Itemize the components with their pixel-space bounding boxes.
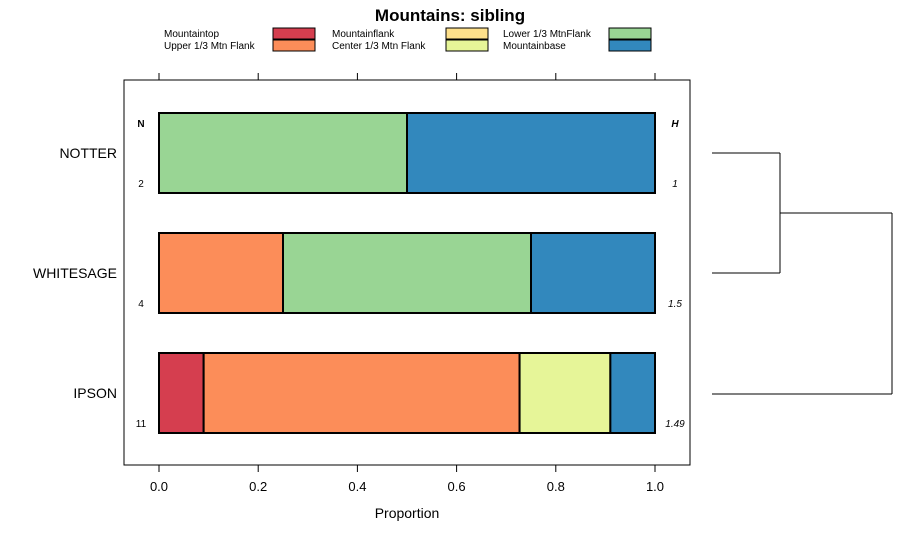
x-tick-label: 0.2 (249, 479, 267, 494)
x-axis-title: Proportion (375, 505, 440, 521)
legend-label: Center 1/3 Mtn Flank (332, 41, 426, 52)
plot-panel (123, 79, 691, 466)
h-value: 1.5 (668, 299, 682, 310)
legend-label: Mountaintop (164, 29, 219, 40)
legend-label: Mountainbase (503, 41, 566, 52)
legend-swatch (272, 39, 316, 52)
bar-segment (406, 112, 656, 194)
legend-swatch (445, 27, 489, 40)
legend-label: Upper 1/3 Mtn Flank (164, 41, 256, 52)
bars (158, 112, 656, 434)
bar-segment (609, 352, 656, 434)
category-label: IPSON (73, 385, 117, 401)
bar-segment (202, 352, 521, 434)
dendrogram (712, 152, 893, 395)
bar-segment (158, 352, 205, 434)
legend-label: Mountainflank (332, 29, 395, 40)
x-tick-label: 1.0 (646, 479, 664, 494)
legend-label: Lower 1/3 MtnFlank (503, 29, 592, 40)
n-header: N (137, 119, 144, 130)
bar-segment (158, 232, 284, 314)
chart-title: Mountains: sibling (375, 6, 525, 25)
x-axis: 0.0 0.2 0.4 0.6 0.8 1.0 (150, 73, 664, 494)
bar-segment (158, 112, 408, 194)
legend-swatch (445, 39, 489, 52)
x-tick-label: 0.8 (547, 479, 565, 494)
category-label: WHITESAGE (33, 265, 117, 281)
legend-swatch (272, 27, 316, 40)
x-tick-label: 0.0 (150, 479, 168, 494)
n-value: 2 (138, 179, 144, 190)
h-header: H (671, 119, 679, 130)
h-value: 1 (672, 179, 678, 190)
bar-segment (530, 232, 656, 314)
bar-segment (518, 352, 612, 434)
labels: NOTTER 2 1 WHITESAGE 4 1.5 IPSON 11 1.49 (33, 145, 685, 430)
x-tick-label: 0.4 (348, 479, 366, 494)
x-tick-label: 0.6 (448, 479, 466, 494)
legend-swatch (608, 27, 652, 40)
bar-segment (282, 232, 532, 314)
n-value: 4 (138, 299, 144, 310)
legend-swatch (608, 39, 652, 52)
category-label: NOTTER (59, 145, 117, 161)
h-value: 1.49 (665, 419, 685, 430)
n-value: 11 (136, 419, 147, 430)
